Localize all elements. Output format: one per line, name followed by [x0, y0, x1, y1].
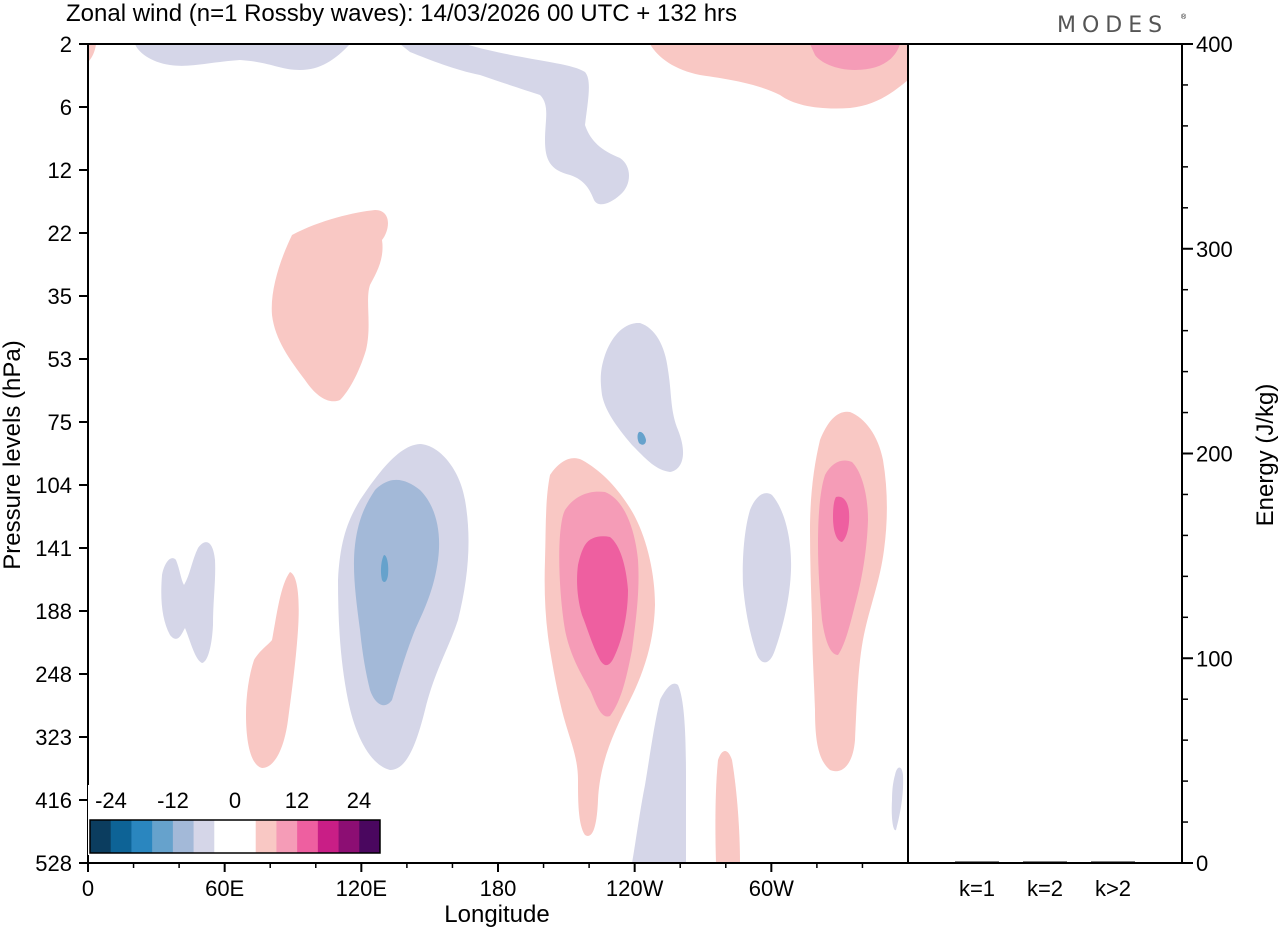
longitude-tick-label: 120E	[336, 876, 387, 901]
colorbar-swatch	[193, 820, 215, 853]
energy-tick-label: 100	[1196, 646, 1233, 671]
contour-field	[88, 44, 908, 863]
longitude-tick-label: 120W	[606, 876, 664, 901]
pos-blob-30w-mid	[818, 460, 868, 655]
pressure-tick-label: 104	[35, 473, 72, 498]
colorbar-swatch	[110, 820, 132, 853]
pressure-tick-label: 12	[48, 158, 72, 183]
colorbar-swatch	[338, 820, 360, 853]
colorbar-swatch	[276, 820, 298, 853]
neg-blob-lower-center	[632, 683, 686, 863]
neg-blob-120e-mid	[353, 479, 440, 706]
colorbar-swatch	[359, 820, 381, 853]
neg-blob-lower-left	[161, 542, 216, 663]
pressure-tick-label: 2	[60, 32, 72, 57]
neg-blob-130w-core	[637, 431, 646, 445]
colorbar-frame	[89, 819, 381, 854]
energy-bar	[955, 861, 999, 863]
energy-bar	[1091, 861, 1135, 863]
longitude-tick-label: 60E	[205, 876, 244, 901]
pressure-tick-label: 248	[35, 662, 72, 687]
pressure-tick-label: 528	[35, 851, 72, 876]
pressure-tick-label: 323	[35, 725, 72, 750]
longitude-tick-label: 0	[82, 876, 94, 901]
neg-blob-upper-mid	[400, 44, 629, 205]
pressure-axis: 2 6 12 22 35 53 75 104 141 188 248 323 416 528	[35, 32, 88, 876]
colorbar-tick-label: 0	[229, 788, 241, 813]
energy-tick-label: 0	[1196, 851, 1208, 876]
longitude-tick-label: 180	[480, 876, 517, 901]
colorbar-swatch	[235, 820, 257, 853]
energy-tick-label: 300	[1196, 237, 1233, 262]
colorbar-tick-label: 12	[285, 788, 309, 813]
longitude-tick-label: 60W	[749, 876, 794, 901]
pos-blob-top-left-edge	[88, 44, 96, 62]
energy-axis-title: Energy (J/kg)	[1252, 384, 1279, 527]
y-axis-title: Pressure levels (hPa)	[0, 340, 26, 569]
pos-blob-110w-core	[577, 536, 628, 666]
longitude-axis: 0 60E 120E 180 120W 60W	[82, 863, 864, 901]
colorbar-tick-label: 24	[347, 788, 371, 813]
colorbar-swatch	[131, 820, 153, 853]
neg-blob-0-top	[135, 44, 350, 70]
energy-plot-frame	[907, 43, 1183, 864]
energy-axis: 0 100 200 300 400	[1182, 32, 1233, 876]
energy-tick-label: 400	[1196, 32, 1233, 57]
pos-blob-30w-core	[833, 496, 850, 542]
energy-bars: k=1 k=2 k>2	[955, 861, 1135, 901]
colorbar-swatch	[172, 820, 195, 853]
neg-blob-120e-core	[380, 555, 389, 583]
colorbar-swatch	[214, 820, 236, 853]
pos-blob-upper-left	[271, 210, 388, 402]
neg-blob-60w	[742, 493, 792, 663]
colorbar-legend: -24 -12 0 12 24	[88, 785, 382, 855]
colorbar-tick-label: -12	[157, 788, 189, 813]
pressure-tick-label: 35	[48, 284, 72, 309]
pressure-tick-label: 188	[35, 599, 72, 624]
neg-blob-right-edge	[891, 767, 904, 831]
pressure-tick-label: 6	[60, 95, 72, 120]
colorbar-tick-label: -24	[95, 788, 127, 813]
pressure-tick-label: 141	[35, 536, 72, 561]
pos-blob-lower-center	[715, 751, 740, 863]
energy-category-label: k=2	[1027, 876, 1063, 901]
pressure-tick-label: 22	[48, 221, 72, 246]
energy-tick-label: 200	[1196, 442, 1233, 467]
pressure-tick-label: 75	[48, 410, 72, 435]
energy-category-label: k>2	[1095, 876, 1131, 901]
colorbar-swatch	[317, 820, 340, 853]
brand-registered-mark: ®	[1181, 13, 1187, 21]
neg-blob-130w-outer	[600, 322, 684, 472]
pressure-tick-label: 53	[48, 347, 72, 372]
pos-blob-top-right-inner	[810, 44, 900, 70]
colorbar-swatch	[297, 820, 319, 853]
chart-title: Zonal wind (n=1 Rossby waves): 14/03/202…	[66, 0, 737, 27]
energy-category-label: k=1	[959, 876, 995, 901]
energy-bar	[1023, 861, 1067, 863]
colorbar-swatch	[90, 820, 112, 853]
pos-blob-lower-left	[246, 572, 299, 768]
x-axis-title: Longitude	[444, 901, 549, 928]
colorbar-swatch	[152, 820, 174, 853]
main-plot-frame	[87, 43, 909, 864]
colorbar-swatch	[255, 820, 277, 853]
brand-logo: MODES	[1057, 13, 1168, 38]
pressure-tick-label: 416	[35, 788, 72, 813]
